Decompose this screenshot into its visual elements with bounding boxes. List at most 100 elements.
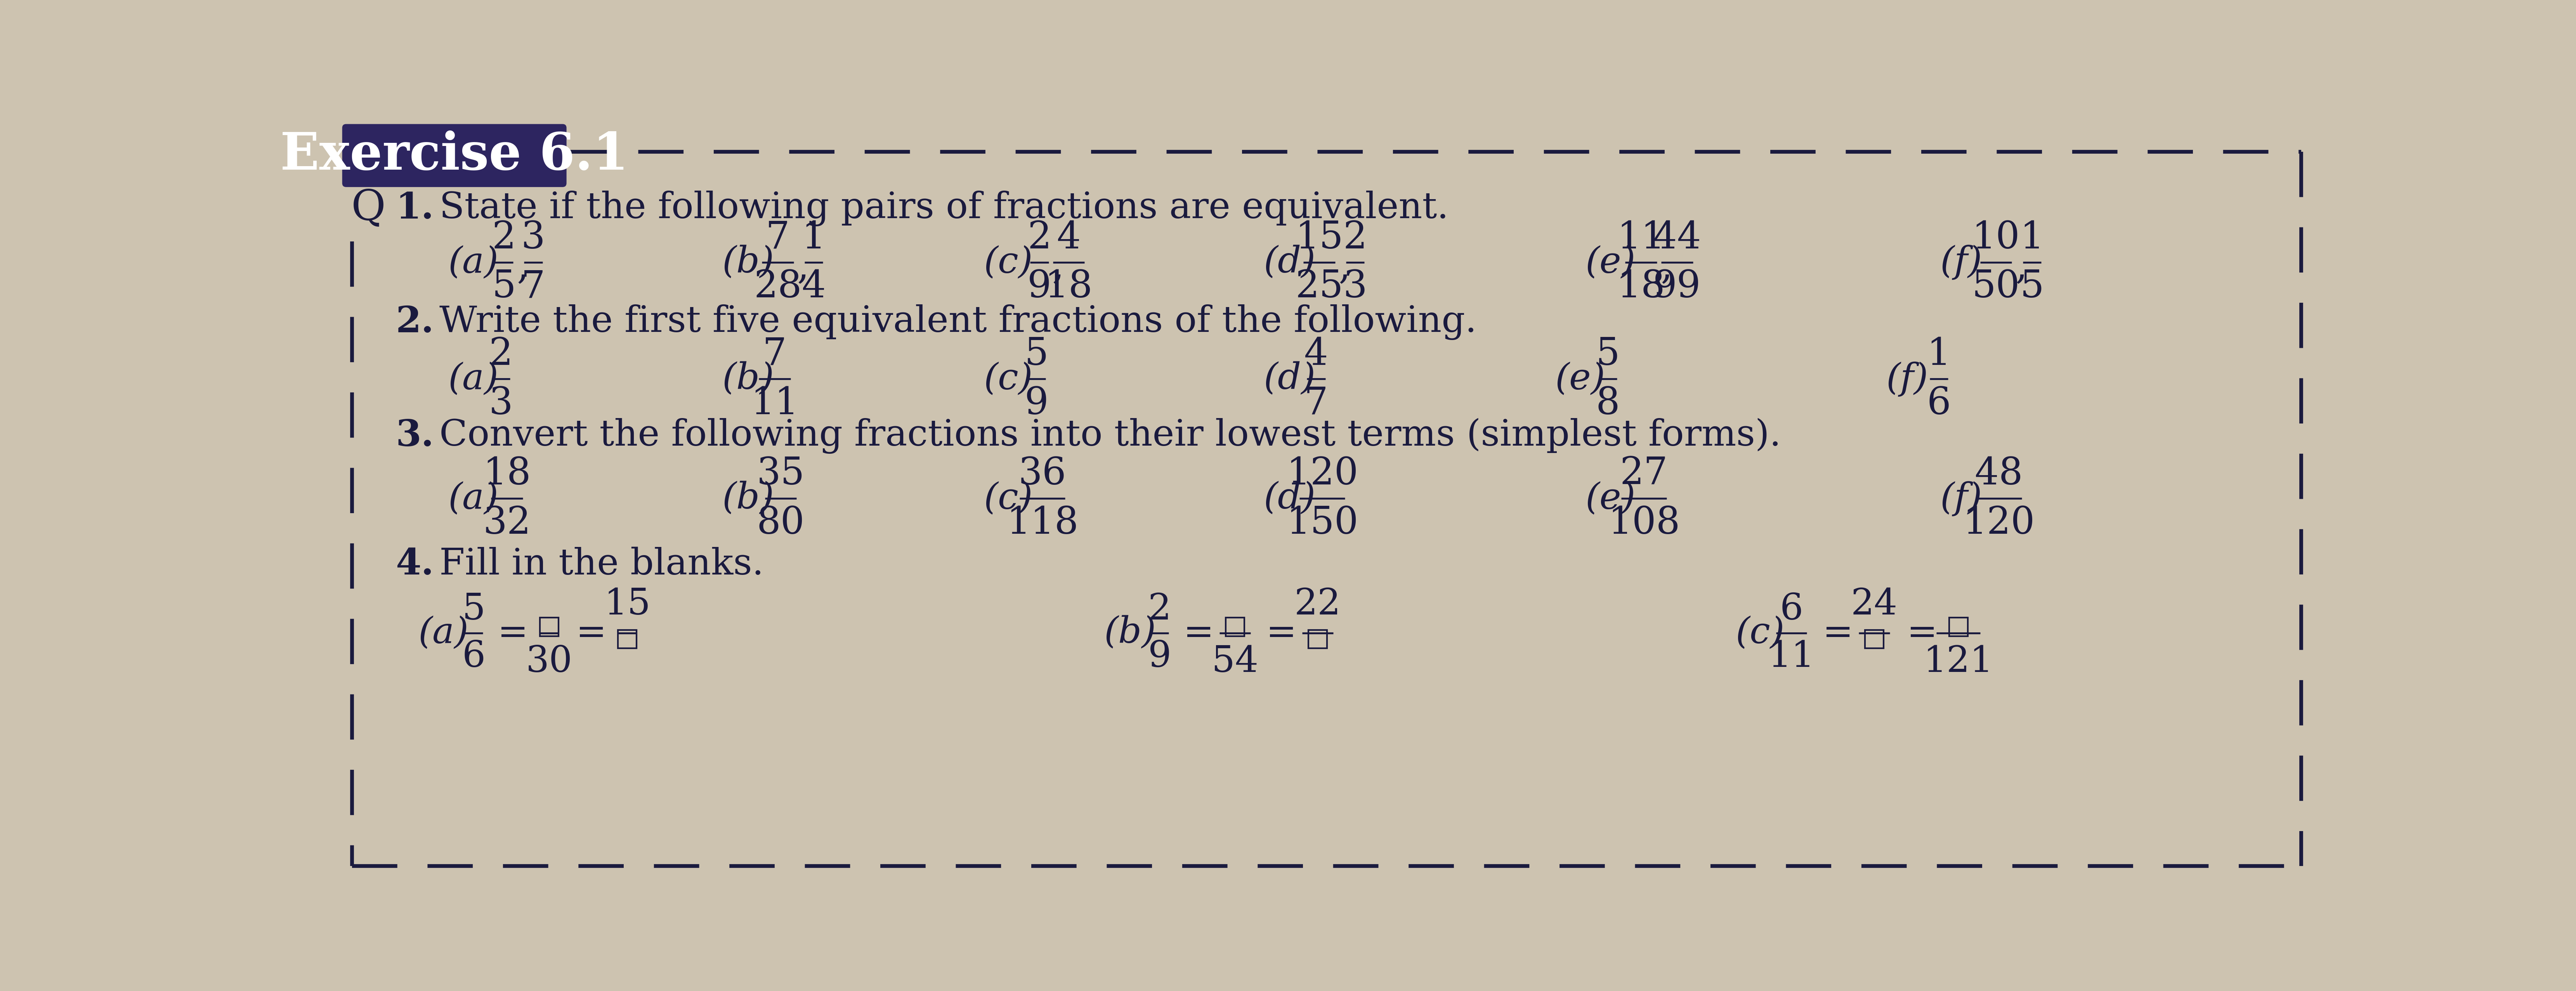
Text: ,: , [1340, 250, 1350, 286]
Bar [618, 630, 636, 648]
Text: 5: 5 [492, 269, 515, 305]
Text: 1: 1 [2020, 220, 2043, 256]
Text: (c): (c) [984, 362, 1033, 396]
Text: (f): (f) [1940, 245, 1984, 280]
Text: (a): (a) [448, 481, 500, 516]
Text: State if the following pairs of fractions are equivalent.: State if the following pairs of fraction… [440, 190, 1448, 226]
Text: (d): (d) [1262, 481, 1316, 516]
Text: (a): (a) [448, 362, 500, 396]
Text: 2: 2 [492, 220, 515, 256]
Text: Exercise 6.1: Exercise 6.1 [281, 131, 629, 180]
Text: 99: 99 [1654, 269, 1700, 305]
Text: Q: Q [350, 188, 386, 229]
Text: 6: 6 [461, 639, 487, 674]
Text: 3: 3 [520, 220, 546, 256]
Text: (b): (b) [721, 362, 775, 396]
Text: 44: 44 [1654, 220, 1700, 256]
Text: (b): (b) [721, 481, 775, 516]
Text: 5: 5 [2020, 269, 2043, 305]
Text: 7: 7 [762, 336, 786, 373]
Bar [1309, 630, 1327, 648]
Text: Convert the following fractions into their lowest terms (simplest forms).: Convert the following fractions into the… [440, 418, 1780, 454]
Text: 1.: 1. [397, 191, 433, 226]
Text: (b): (b) [721, 245, 775, 279]
Text: 7: 7 [765, 220, 791, 256]
Text: (c): (c) [984, 245, 1033, 279]
Text: =: = [1906, 615, 1937, 650]
Text: 2: 2 [1028, 220, 1051, 256]
Text: 1: 1 [1927, 336, 1950, 373]
Text: Fill in the blanks.: Fill in the blanks. [440, 547, 762, 582]
Text: ,: , [2014, 250, 2027, 286]
Text: (f): (f) [1940, 481, 1984, 516]
Text: ,: , [796, 250, 809, 286]
Text: 48: 48 [1976, 456, 2022, 493]
Text: 9: 9 [1028, 269, 1051, 305]
Text: 3.: 3. [397, 418, 433, 453]
Bar [1226, 617, 1244, 636]
Text: 28: 28 [755, 269, 801, 305]
Text: =: = [1824, 615, 1852, 650]
Bar [1950, 617, 1968, 636]
Text: 9: 9 [1149, 639, 1172, 674]
Text: 4: 4 [1056, 220, 1082, 256]
Text: 9: 9 [1025, 385, 1048, 422]
Text: =: = [1267, 615, 1296, 650]
Text: (a): (a) [448, 245, 500, 279]
Bar [541, 617, 559, 636]
Text: 2: 2 [1149, 592, 1172, 627]
Text: 5: 5 [1025, 336, 1048, 373]
Text: 118: 118 [1007, 504, 1079, 541]
Text: 25: 25 [1296, 269, 1342, 305]
Text: 150: 150 [1285, 504, 1358, 541]
Text: 80: 80 [757, 504, 804, 541]
Text: 3: 3 [489, 385, 513, 422]
Text: 15: 15 [603, 587, 652, 621]
Text: 11: 11 [750, 385, 799, 422]
Text: (d): (d) [1262, 245, 1316, 279]
Text: (a): (a) [417, 615, 469, 650]
Text: 7: 7 [1303, 385, 1329, 422]
Text: 15: 15 [1296, 220, 1342, 256]
Text: 3: 3 [1342, 269, 1368, 305]
Text: 32: 32 [484, 504, 531, 541]
Text: (f): (f) [1886, 362, 1929, 396]
Text: 120: 120 [1963, 504, 2035, 541]
FancyBboxPatch shape [343, 124, 567, 186]
Text: (b): (b) [1105, 615, 1157, 650]
Text: 7: 7 [520, 269, 546, 305]
Text: 120: 120 [1285, 456, 1358, 493]
Text: 5: 5 [1597, 336, 1620, 373]
Text: =: = [1182, 615, 1213, 650]
Text: (c): (c) [1736, 615, 1785, 650]
Text: 4: 4 [801, 269, 827, 305]
Text: 24: 24 [1850, 587, 1899, 621]
Text: ,: , [518, 250, 528, 286]
Text: (c): (c) [984, 481, 1033, 516]
Text: 35: 35 [757, 456, 804, 493]
Text: 27: 27 [1620, 456, 1669, 493]
Text: 2: 2 [489, 336, 513, 373]
Bar [1865, 630, 1883, 648]
Text: 54: 54 [1211, 644, 1257, 679]
Text: ,: , [1051, 250, 1064, 286]
Text: 10: 10 [1973, 220, 2020, 256]
Text: Write the first five equivalent fractions of the following.: Write the first five equivalent fraction… [440, 304, 1476, 340]
Text: 18: 18 [1046, 269, 1092, 305]
Text: 30: 30 [526, 644, 572, 679]
Text: 2: 2 [1342, 220, 1368, 256]
Text: (e): (e) [1584, 481, 1636, 516]
Text: 50: 50 [1973, 269, 2020, 305]
Text: 8: 8 [1597, 385, 1620, 422]
Text: 6: 6 [1927, 385, 1950, 422]
Text: 5: 5 [461, 592, 484, 627]
Text: 108: 108 [1607, 504, 1680, 541]
Text: 18: 18 [484, 456, 531, 493]
Text: 22: 22 [1293, 587, 1342, 621]
Text: ,: , [1662, 250, 1672, 286]
Text: 11: 11 [1767, 639, 1814, 674]
Text: 18: 18 [1618, 269, 1664, 305]
Text: 4.: 4. [397, 547, 433, 582]
Text: 36: 36 [1018, 456, 1066, 493]
Text: 6: 6 [1780, 592, 1803, 627]
